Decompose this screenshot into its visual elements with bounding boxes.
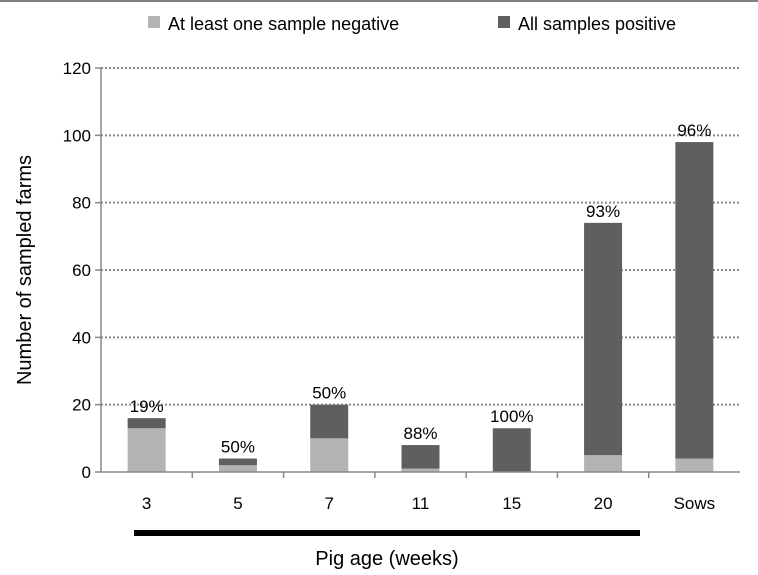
x-tick-label: 7 [324, 494, 333, 513]
gridlines [101, 67, 740, 406]
bar-percentage-label: 96% [677, 121, 711, 140]
x-tick-label: 3 [142, 494, 151, 513]
bar-percentage-label: 50% [312, 384, 346, 403]
bar-segment-negative [127, 428, 166, 472]
bar-segment-positive [127, 418, 166, 429]
legend-label-negative: At least one sample negative [168, 14, 399, 34]
bar-segment-positive [218, 458, 257, 466]
bar-percentage-label: 19% [130, 397, 164, 416]
bar-segment-positive [584, 222, 623, 456]
bar-percentage-label: 88% [403, 424, 437, 443]
legend: At least one sample negative All samples… [148, 14, 676, 34]
legend-swatch-positive [498, 16, 510, 28]
bar-percentage-label: 100% [490, 407, 533, 426]
legend-swatch-negative [148, 16, 160, 28]
x-tick-label: 5 [233, 494, 242, 513]
x-axis-title: Pig age (weeks) [315, 548, 458, 570]
bar-segment-negative [675, 458, 714, 472]
y-tick-label: 120 [63, 59, 91, 78]
bar-segment-positive [401, 445, 440, 469]
bar-segment-negative [310, 438, 349, 472]
bar-segment-positive [310, 404, 349, 439]
y-tick-label: 60 [72, 261, 91, 280]
bar-segment-negative [401, 468, 440, 472]
bar-segment-positive [492, 428, 531, 472]
x-axis-ticks: 3 5 7 11 15 20 Sows [142, 472, 715, 513]
bar-percentage-label: 93% [586, 202, 620, 221]
x-tick-label: 20 [594, 494, 613, 513]
y-axis-title: Number of sampled farms [14, 155, 36, 385]
bar-segment-negative [218, 465, 257, 472]
x-tick-label: 15 [502, 494, 521, 513]
bar-segment-negative [584, 455, 623, 472]
bar-labels: 19% 50% 50% 88% 100% 93% 96% [130, 121, 712, 456]
y-tick-label: 100 [63, 126, 91, 145]
y-axis-ticks: 0 20 40 60 80 100 120 [63, 59, 101, 482]
bars [127, 142, 714, 472]
y-tick-label: 20 [72, 396, 91, 415]
legend-label-positive: All samples positive [518, 14, 676, 34]
y-tick-label: 80 [72, 194, 91, 213]
x-tick-label: 11 [412, 494, 430, 513]
y-tick-label: 40 [72, 328, 91, 347]
bar-percentage-label: 50% [221, 438, 255, 457]
y-tick-label: 0 [82, 463, 91, 482]
bar-segment-positive [675, 142, 714, 459]
x-tick-label: Sows [674, 494, 716, 513]
